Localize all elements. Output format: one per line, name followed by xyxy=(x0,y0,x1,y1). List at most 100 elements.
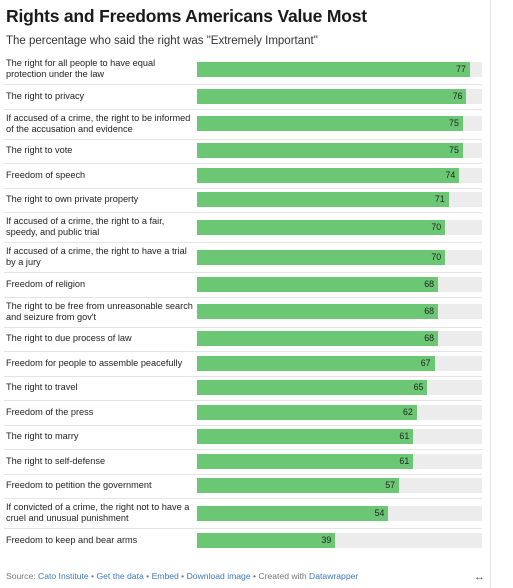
category-label: The right to be free from unreasonable s… xyxy=(6,300,193,322)
footer-sep: • xyxy=(88,571,97,581)
value-label: 77 xyxy=(456,63,466,74)
bar xyxy=(197,453,414,469)
chart-row: The right to due process of law 68 xyxy=(0,327,490,352)
footer-sep: • xyxy=(143,571,152,581)
bar xyxy=(197,505,389,521)
bar-track: 74 xyxy=(197,167,482,183)
bar-track: 65 xyxy=(197,380,482,396)
category-label: The right to own private property xyxy=(6,194,139,205)
bar xyxy=(197,355,435,371)
bar-track: 77 xyxy=(197,61,482,77)
value-label: 65 xyxy=(413,382,424,393)
chart-row: Freedom for people to assemble peacefull… xyxy=(0,351,490,376)
chart-row: The right to privacy 76 xyxy=(0,84,490,109)
bar xyxy=(197,404,417,420)
chart-row: The right to vote 75 xyxy=(0,139,490,164)
row-divider xyxy=(4,296,482,298)
row-divider xyxy=(4,449,482,450)
resize-icon[interactable]: ↔ xyxy=(474,571,485,583)
row-divider xyxy=(4,272,482,273)
chart-row: The right to own private property 71 xyxy=(0,188,490,213)
value-label: 57 xyxy=(385,480,396,491)
chart-subtitle: The percentage who said the right was "E… xyxy=(6,35,318,47)
bar xyxy=(197,219,446,235)
row-divider xyxy=(4,528,482,529)
value-label: 70 xyxy=(431,221,442,232)
bar xyxy=(197,331,439,347)
bar xyxy=(197,304,439,319)
category-label: Freedom to keep and bear arms xyxy=(6,534,138,545)
get-data-link[interactable]: Get the data xyxy=(96,571,144,581)
category-label: If accused of a crime, the right to be i… xyxy=(6,112,191,134)
value-label: 61 xyxy=(399,431,410,442)
value-label: 61 xyxy=(399,455,410,466)
category-label: If accused of a crime, the right to have… xyxy=(6,246,187,267)
bar-track: 70 xyxy=(197,249,482,265)
category-label: The right to privacy xyxy=(6,90,85,101)
value-label: 75 xyxy=(449,118,459,128)
category-label: Freedom to petition the government xyxy=(6,480,152,491)
bar xyxy=(197,61,470,77)
row-divider xyxy=(4,108,482,110)
value-label: 68 xyxy=(424,306,435,316)
row-divider xyxy=(4,242,482,243)
row-divider xyxy=(4,351,482,352)
value-label: 76 xyxy=(452,90,463,101)
bar xyxy=(197,167,460,183)
chart-frame xyxy=(490,0,491,588)
created-with-text: Created with xyxy=(258,571,310,581)
download-image-link[interactable]: Download image xyxy=(186,571,251,581)
row-divider xyxy=(4,498,482,499)
row-divider xyxy=(4,212,482,213)
row-divider xyxy=(4,375,482,377)
bar xyxy=(197,116,463,131)
chart-row: Freedom to keep and bear arms 39 xyxy=(0,528,490,553)
row-divider xyxy=(4,138,482,140)
row-divider xyxy=(4,424,482,426)
bar-track: 68 xyxy=(197,304,482,319)
bar-track: 57 xyxy=(197,478,482,494)
value-label: 67 xyxy=(420,357,431,368)
datawrapper-link[interactable]: Datawrapper xyxy=(309,571,359,581)
value-label: 71 xyxy=(434,194,445,205)
value-label: 62 xyxy=(402,406,413,417)
source-link[interactable]: Cato Institute xyxy=(38,571,89,581)
bar-track: 68 xyxy=(197,331,482,347)
category-label: Freedom for people to assemble peacefull… xyxy=(6,357,183,368)
chart-row: The right to travel 65 xyxy=(0,376,490,401)
category-label: Freedom of the press xyxy=(6,406,94,417)
bar-track: 76 xyxy=(197,88,482,104)
chart-row: If accused of a crime, the right to a fa… xyxy=(0,212,490,242)
row-divider xyxy=(4,163,482,164)
bar xyxy=(197,276,439,292)
bar xyxy=(197,143,463,159)
value-label: 68 xyxy=(424,278,435,289)
chart-row: If accused of a crime, the right to have… xyxy=(0,242,490,272)
value-label: 70 xyxy=(431,251,442,262)
bar-track: 61 xyxy=(197,429,482,445)
category-label: If accused of a crime, the right to a fa… xyxy=(6,216,165,237)
category-label: The right to travel xyxy=(6,382,78,393)
bar-track: 75 xyxy=(197,116,482,131)
chart-row: The right to marry 61 xyxy=(0,425,490,450)
category-label: Freedom of speech xyxy=(6,169,86,180)
chart-row: Freedom of the press 62 xyxy=(0,400,490,425)
chart-title: Rights and Freedoms Americans Value Most xyxy=(6,6,367,26)
row-divider xyxy=(4,187,482,189)
bar xyxy=(197,429,414,445)
chart-row: Freedom to petition the government 57 xyxy=(0,474,490,499)
bar xyxy=(197,192,449,208)
bar-track: 39 xyxy=(197,532,482,548)
value-label: 39 xyxy=(321,534,332,545)
value-label: 74 xyxy=(445,169,456,180)
row-divider xyxy=(4,84,482,85)
chart-row: The right to be free from unreasonable s… xyxy=(0,297,490,327)
bar xyxy=(197,380,428,396)
embed-link[interactable]: Embed xyxy=(151,571,179,581)
chart-row: Freedom of speech 74 xyxy=(0,163,490,188)
chart-row: Freedom of religion 68 xyxy=(0,272,490,297)
bar-chart: The right for all people to have equal p… xyxy=(0,54,490,560)
bar-track: 54 xyxy=(197,505,482,521)
category-label: The right to due process of law xyxy=(6,333,132,344)
category-label: If convicted of a crime, the right not t… xyxy=(6,502,190,523)
